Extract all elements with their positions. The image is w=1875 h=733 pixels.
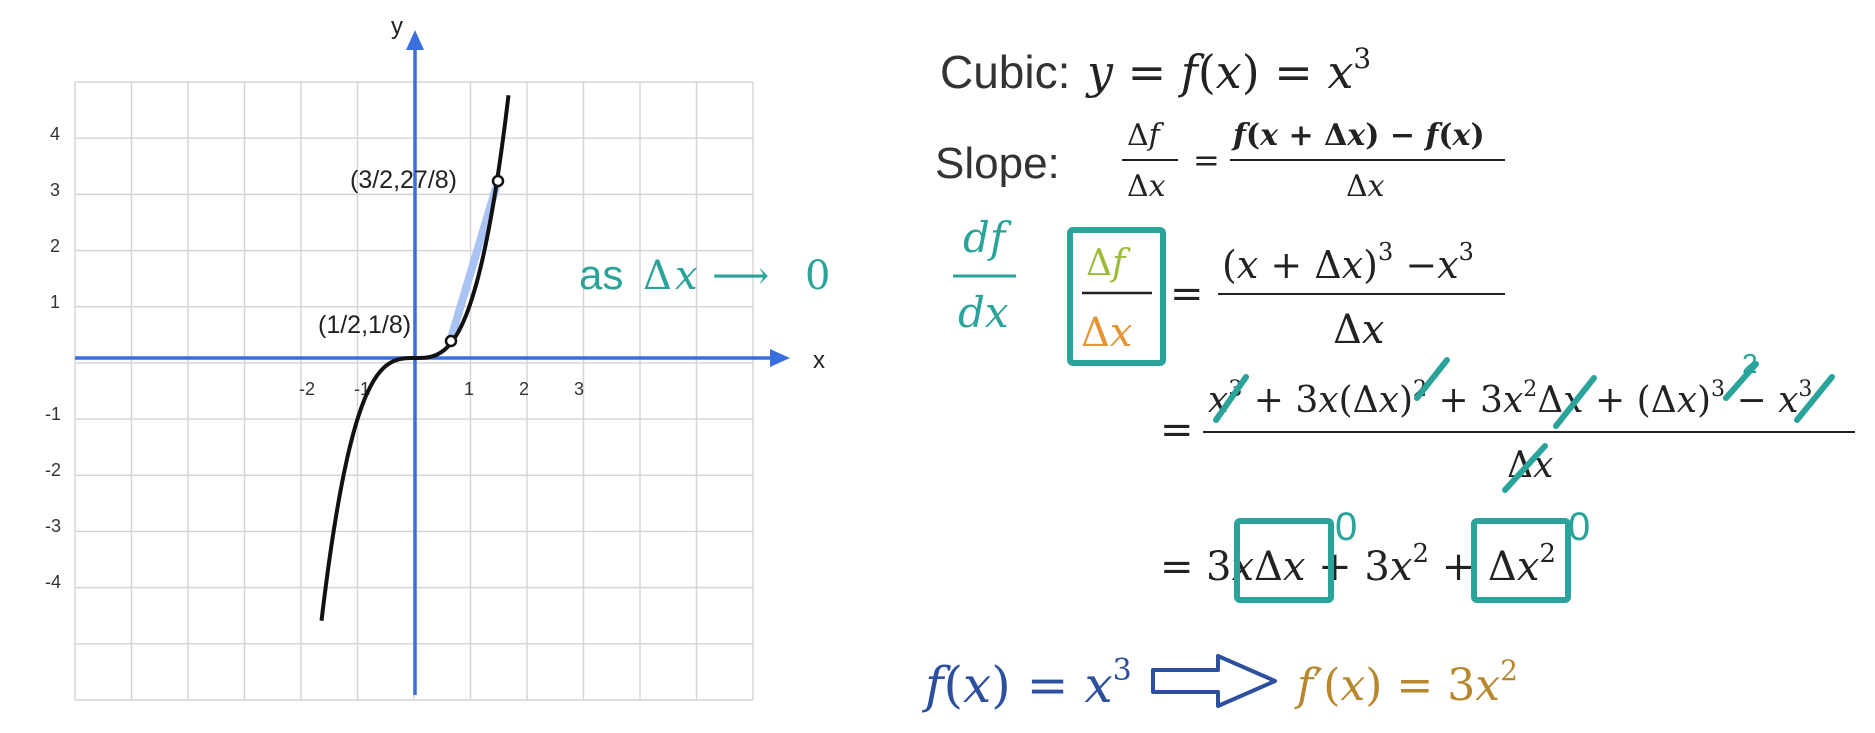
y-tick-label: 2 xyxy=(50,236,60,256)
svg-text:x: x xyxy=(675,253,698,299)
svg-text:f(x + Δx) − f(x): f(x + Δx) − f(x) xyxy=(1231,118,1485,153)
svg-text:=: = xyxy=(1160,544,1194,590)
original-function: f(x) = x3 xyxy=(921,653,1132,714)
exponent-two-correction: 2 xyxy=(1742,348,1758,379)
svg-text:Δf: Δf xyxy=(1127,118,1165,153)
y-tick-label: -2 xyxy=(45,460,61,480)
vanishing-term-box-1 xyxy=(1234,518,1334,603)
cancellation-marks xyxy=(1213,357,1835,493)
svg-text:Δx: Δx xyxy=(1346,169,1385,204)
svg-text:Δx: Δx xyxy=(1127,169,1166,204)
expansion-step-1: = (x + Δx)3 −x3 Δx xyxy=(1170,238,1505,353)
svg-text:x3 + 3x(Δx)2 + 3x2Δx + (Δx)3 −: x3 + 3x(Δx)2 + 3x2Δx + (Δx)3 − x3 xyxy=(1208,377,1812,421)
y-tick-label: -4 xyxy=(45,572,61,592)
svg-text:⟶: ⟶ xyxy=(712,253,769,299)
point-a-label: (3/2,27/8) xyxy=(350,166,457,194)
point-b-marker xyxy=(444,334,458,348)
y-axis-label: y xyxy=(391,13,403,40)
vanishing-term-box-2 xyxy=(1471,518,1571,603)
y-tick-label: 3 xyxy=(50,180,60,200)
derivative-notation: df dx xyxy=(953,213,1016,337)
limit-annotation: as Δ x ⟶ 0 xyxy=(579,251,830,299)
svg-text:0: 0 xyxy=(805,253,830,299)
svg-text:Δ: Δ xyxy=(643,253,672,299)
x-tick-label: 1 xyxy=(464,379,474,399)
x-tick-label: 3 xyxy=(574,379,584,399)
svg-text:Δx: Δx xyxy=(1081,310,1132,356)
y-tick-label: 1 xyxy=(50,292,60,312)
vanishing-zero-1: 0 xyxy=(1335,505,1357,549)
point-a-marker xyxy=(491,174,505,188)
y-tick-label: -3 xyxy=(45,516,61,536)
y-tick-label: 4 xyxy=(50,124,60,144)
slope-formula: Δf Δx = f(x + Δx) − f(x) Δx xyxy=(1122,118,1505,204)
svg-text:Δx: Δx xyxy=(1333,307,1384,353)
svg-text:dx: dx xyxy=(958,288,1009,337)
secant-line xyxy=(448,177,502,339)
implies-arrow-icon xyxy=(1151,654,1277,708)
x-tick-label: 2 xyxy=(519,379,529,399)
cubic-label: Cubic: xyxy=(940,46,1070,98)
svg-text:=: = xyxy=(1160,407,1194,453)
cubic-equation: y = f(x) = x3 xyxy=(1085,42,1371,99)
svg-text:df: df xyxy=(963,213,1012,262)
svg-text:=: = xyxy=(1193,141,1220,179)
point-b-label: (1/2,1/8) xyxy=(318,311,411,339)
x-axis-label: x xyxy=(813,347,825,374)
svg-text:(x + Δx)3 −x3: (x + Δx)3 −x3 xyxy=(1222,238,1474,287)
slope-label: Slope: xyxy=(935,139,1060,188)
y-tick-label: -1 xyxy=(45,404,61,424)
svg-text:3xΔx + 3x2 + Δx2: 3xΔx + 3x2 + Δx2 xyxy=(1206,539,1556,590)
x-tick-label: -2 xyxy=(299,379,315,399)
derivative-function: f′(x) = 3x2 xyxy=(1294,654,1518,711)
difference-quotient-box: Δf Δx xyxy=(1067,227,1166,366)
cubic-curve xyxy=(319,95,511,621)
svg-text:=: = xyxy=(1170,271,1204,317)
svg-text:Δf: Δf xyxy=(1086,243,1131,284)
expansion-step-3: = 3xΔx + 3x2 + Δx2 xyxy=(1160,539,1556,590)
svg-text:as: as xyxy=(579,251,623,298)
vanishing-zero-2: 0 xyxy=(1568,505,1590,549)
expansion-step-2: = x3 + 3x(Δx)2 + 3x2Δx + (Δx)3 − x3 Δx xyxy=(1160,377,1855,486)
